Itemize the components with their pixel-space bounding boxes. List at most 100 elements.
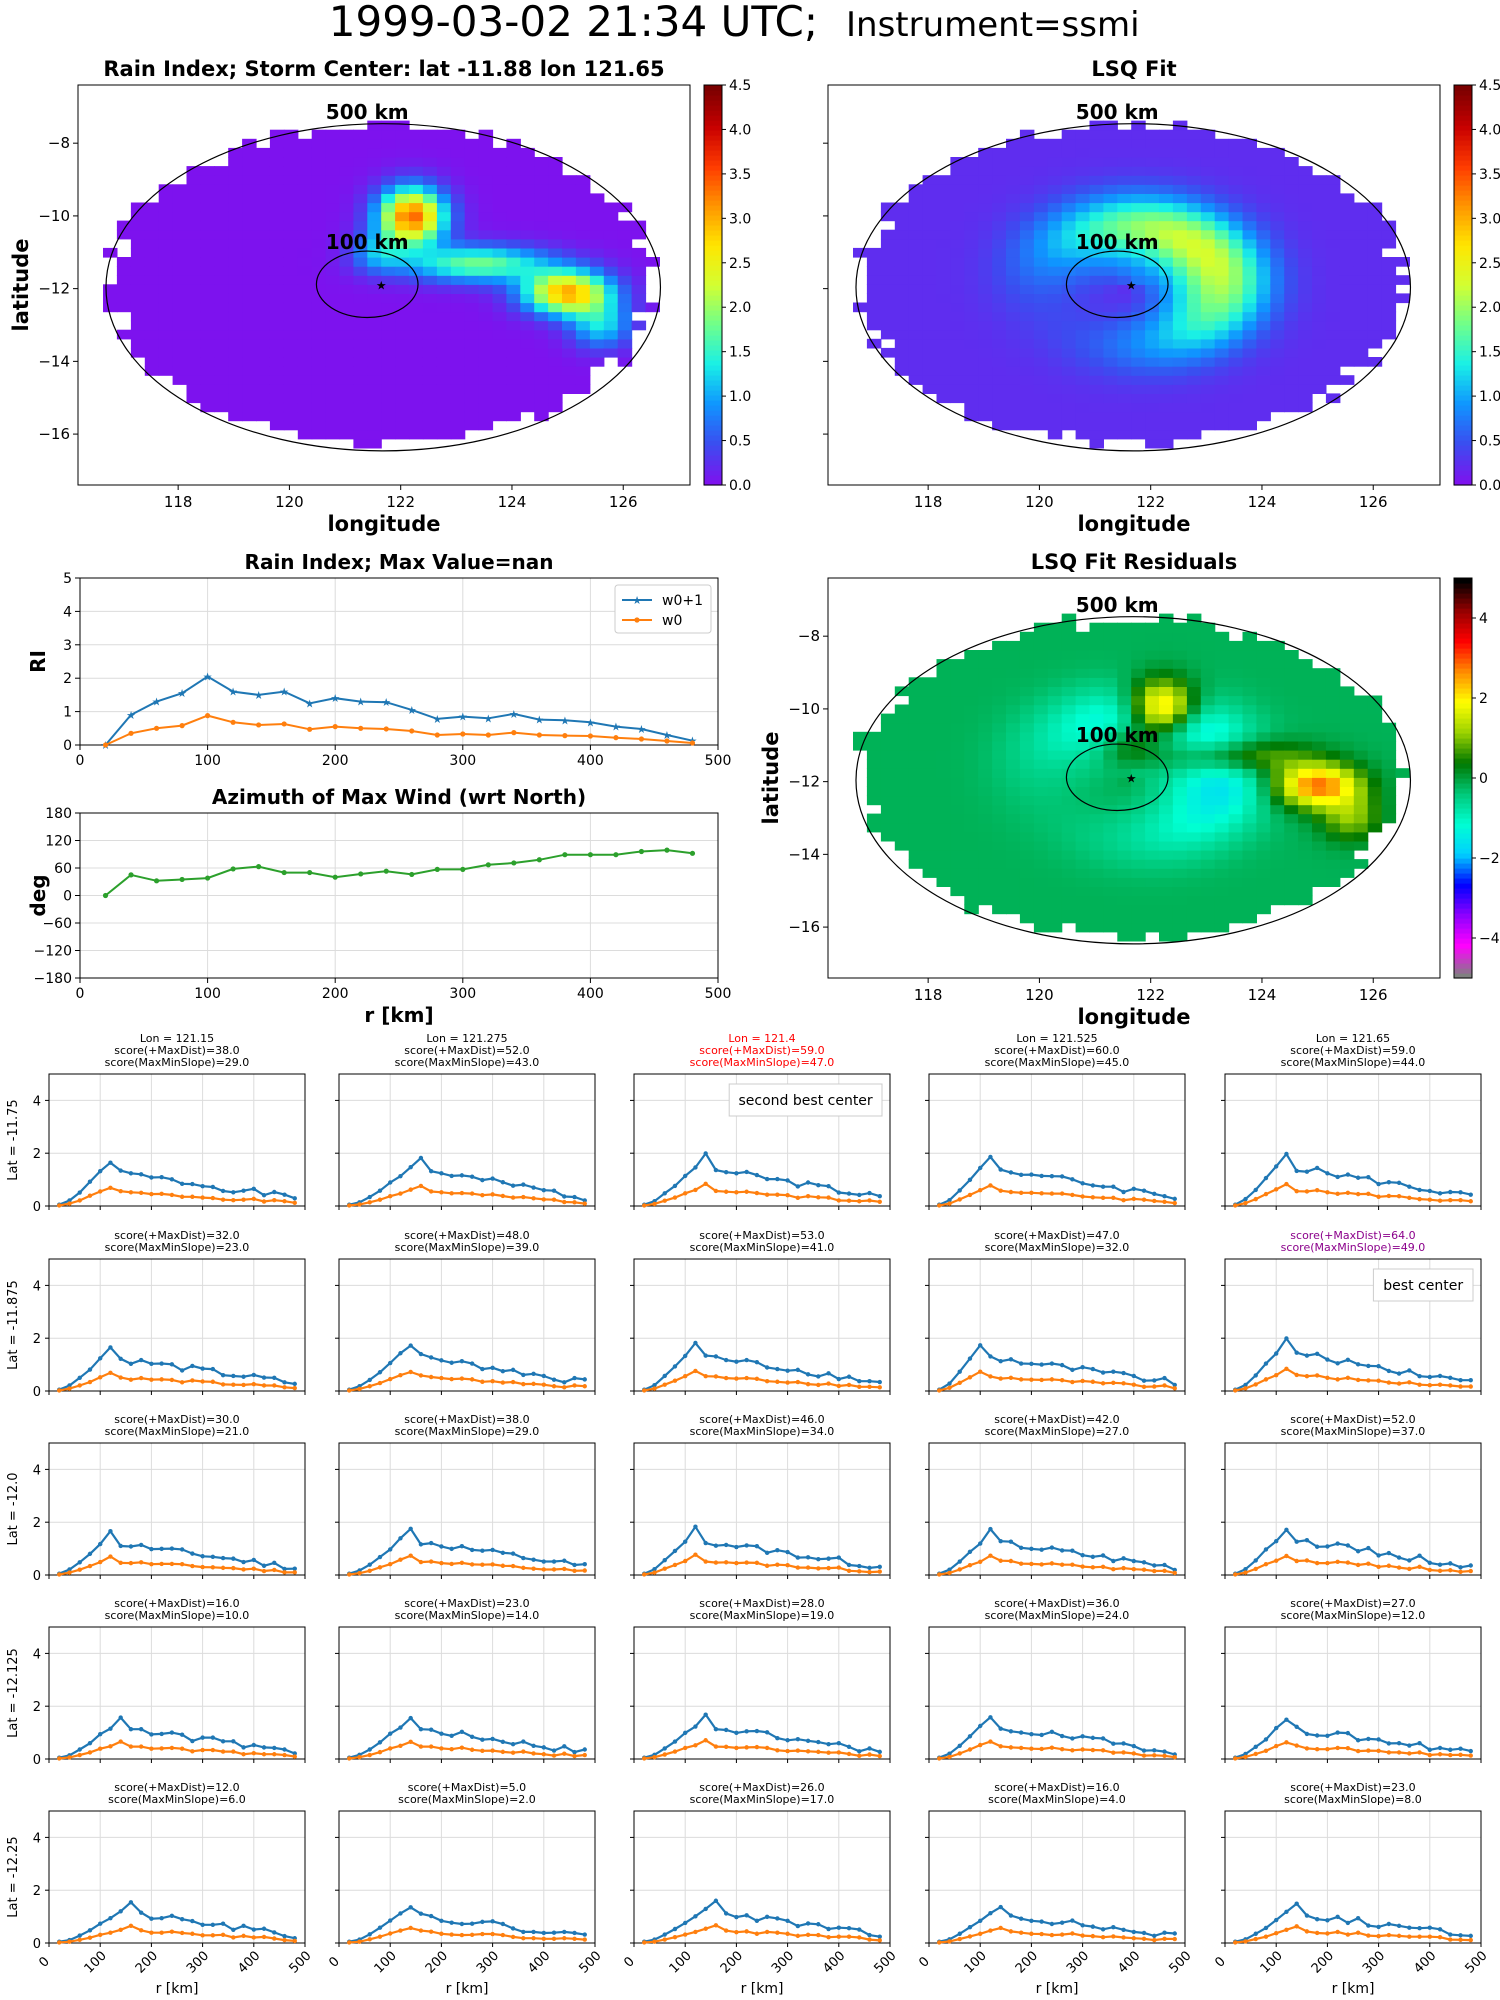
map-cell (158, 238, 174, 249)
map-cell (589, 220, 605, 231)
data-point (138, 1744, 144, 1749)
map-cell (395, 302, 410, 313)
map-cell (1145, 740, 1160, 751)
colorbar-cell (1454, 853, 1472, 859)
colorbar-cell (1454, 265, 1472, 271)
map-cell (1061, 904, 1077, 915)
map-cell (520, 247, 535, 258)
map-cell (1047, 320, 1063, 331)
map-cell (1061, 886, 1077, 897)
map-cell (1200, 750, 1216, 760)
map-cell (1131, 247, 1146, 258)
map-cell (950, 311, 965, 322)
map-cell (1270, 668, 1285, 678)
map-cell (1186, 420, 1202, 431)
map-cell (1172, 913, 1188, 924)
map-cell (936, 211, 951, 222)
map-cell (894, 229, 910, 240)
map-cell (1325, 731, 1341, 742)
map-cell (1339, 229, 1355, 240)
map-cell (950, 731, 965, 742)
map-cell (283, 138, 299, 149)
data-point (428, 1189, 434, 1194)
data-point (87, 1179, 93, 1184)
map-cell (1186, 366, 1202, 376)
data-point (179, 1380, 185, 1385)
score-maxdist: score(+MaxDist)=47.0 (994, 1229, 1119, 1242)
map-cell (464, 293, 480, 304)
data-point (67, 1198, 72, 1203)
map-cell (964, 311, 979, 322)
map-cell (1214, 275, 1230, 285)
map-cell (936, 320, 951, 331)
data-point (261, 1745, 267, 1750)
map-cell (1242, 238, 1257, 249)
map-cell (1145, 659, 1160, 669)
colorbar-cell (1454, 445, 1472, 451)
x-tick-label: 120 (1025, 986, 1054, 1004)
map-cell (1145, 320, 1160, 331)
map-cell (1075, 257, 1091, 267)
map-cell (1145, 813, 1160, 824)
map-cell (1228, 768, 1244, 778)
map-cell (450, 129, 466, 140)
data-point (1008, 1357, 1014, 1362)
map-cell (1284, 211, 1299, 222)
map-cell (631, 266, 647, 276)
map-cell (1298, 311, 1313, 322)
map-cell (534, 320, 549, 331)
map-cell (950, 266, 965, 276)
map-cell (894, 722, 910, 733)
map-cell (1047, 713, 1063, 724)
map-cell (1186, 357, 1202, 367)
map-cell (297, 238, 313, 249)
series-line-series (1234, 1367, 1471, 1392)
map-cell (548, 157, 563, 167)
annotation-box (1372, 1268, 1474, 1302)
map-cell (1325, 266, 1341, 276)
data-point (459, 1173, 465, 1178)
map-cell (256, 147, 271, 158)
data-point (510, 1183, 516, 1188)
map-cell (1019, 257, 1035, 267)
map-cell (964, 731, 979, 742)
map-cell (1298, 740, 1313, 751)
map-cell (339, 311, 354, 322)
map-cell (1270, 677, 1285, 687)
map-cell (116, 257, 132, 267)
map-cell (1214, 677, 1230, 687)
data-point (428, 1744, 434, 1749)
map-cell (464, 138, 480, 149)
data-point (978, 1369, 983, 1374)
map-cell (506, 184, 521, 194)
map-cell (353, 357, 368, 367)
map-cell (922, 750, 938, 760)
map-cell (1145, 750, 1160, 760)
map-cell (256, 402, 271, 413)
map-cell (1228, 284, 1244, 294)
data-point (408, 1187, 413, 1192)
data-point (428, 1168, 434, 1174)
data-point (1386, 1193, 1392, 1199)
map-cell (1033, 868, 1049, 878)
map-cell (381, 347, 396, 358)
map-cell (200, 211, 215, 222)
map-cell (1019, 868, 1035, 878)
map-cell (256, 384, 271, 394)
data-point (398, 1536, 403, 1541)
map-cell (130, 266, 146, 276)
map-cell (269, 338, 285, 349)
map-cell (1284, 157, 1299, 167)
map-cell (1353, 731, 1369, 742)
map-cell (228, 211, 243, 222)
map-cell (422, 284, 438, 294)
data-point (367, 1200, 372, 1205)
data-point (551, 1753, 557, 1758)
score-maxminslope: score(MaxMinSlope)=29.0 (105, 1056, 250, 1069)
data-point (200, 1735, 205, 1740)
map-cell (1298, 293, 1313, 304)
colorbar-cell (1454, 335, 1472, 341)
map-cell (1159, 777, 1174, 787)
map-cell (1270, 311, 1285, 322)
map-cell (617, 293, 633, 304)
